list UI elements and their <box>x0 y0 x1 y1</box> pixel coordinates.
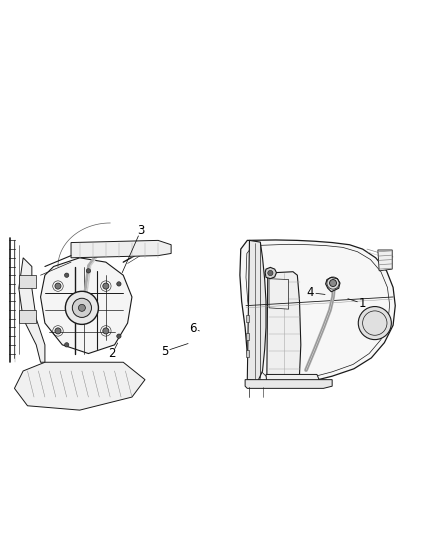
Polygon shape <box>247 333 250 340</box>
Polygon shape <box>19 310 36 323</box>
Text: 3: 3 <box>137 224 145 237</box>
Polygon shape <box>267 272 301 376</box>
Polygon shape <box>269 279 289 309</box>
Circle shape <box>64 343 69 347</box>
Circle shape <box>78 304 85 311</box>
Polygon shape <box>245 379 332 389</box>
Polygon shape <box>247 240 266 381</box>
Circle shape <box>55 328 61 334</box>
Circle shape <box>268 270 273 276</box>
Circle shape <box>117 282 121 286</box>
Polygon shape <box>41 258 132 353</box>
Polygon shape <box>19 275 36 288</box>
Polygon shape <box>265 268 276 279</box>
Text: 6: 6 <box>189 322 197 335</box>
Circle shape <box>103 328 109 334</box>
Circle shape <box>55 283 61 289</box>
Polygon shape <box>19 258 45 362</box>
Circle shape <box>72 298 92 318</box>
Text: 1: 1 <box>359 297 366 310</box>
Polygon shape <box>266 375 319 385</box>
Circle shape <box>86 269 91 273</box>
Polygon shape <box>378 250 392 271</box>
Text: 2: 2 <box>109 347 116 360</box>
Polygon shape <box>325 277 340 292</box>
Circle shape <box>329 279 336 287</box>
Text: 4: 4 <box>307 286 314 299</box>
Circle shape <box>103 283 109 289</box>
Polygon shape <box>240 240 395 384</box>
Circle shape <box>117 334 121 338</box>
Circle shape <box>358 306 391 340</box>
Circle shape <box>64 273 69 277</box>
Polygon shape <box>14 362 145 410</box>
Circle shape <box>65 292 99 325</box>
Polygon shape <box>247 315 250 322</box>
Polygon shape <box>71 240 171 258</box>
Text: 5: 5 <box>161 345 168 358</box>
Polygon shape <box>247 350 250 357</box>
